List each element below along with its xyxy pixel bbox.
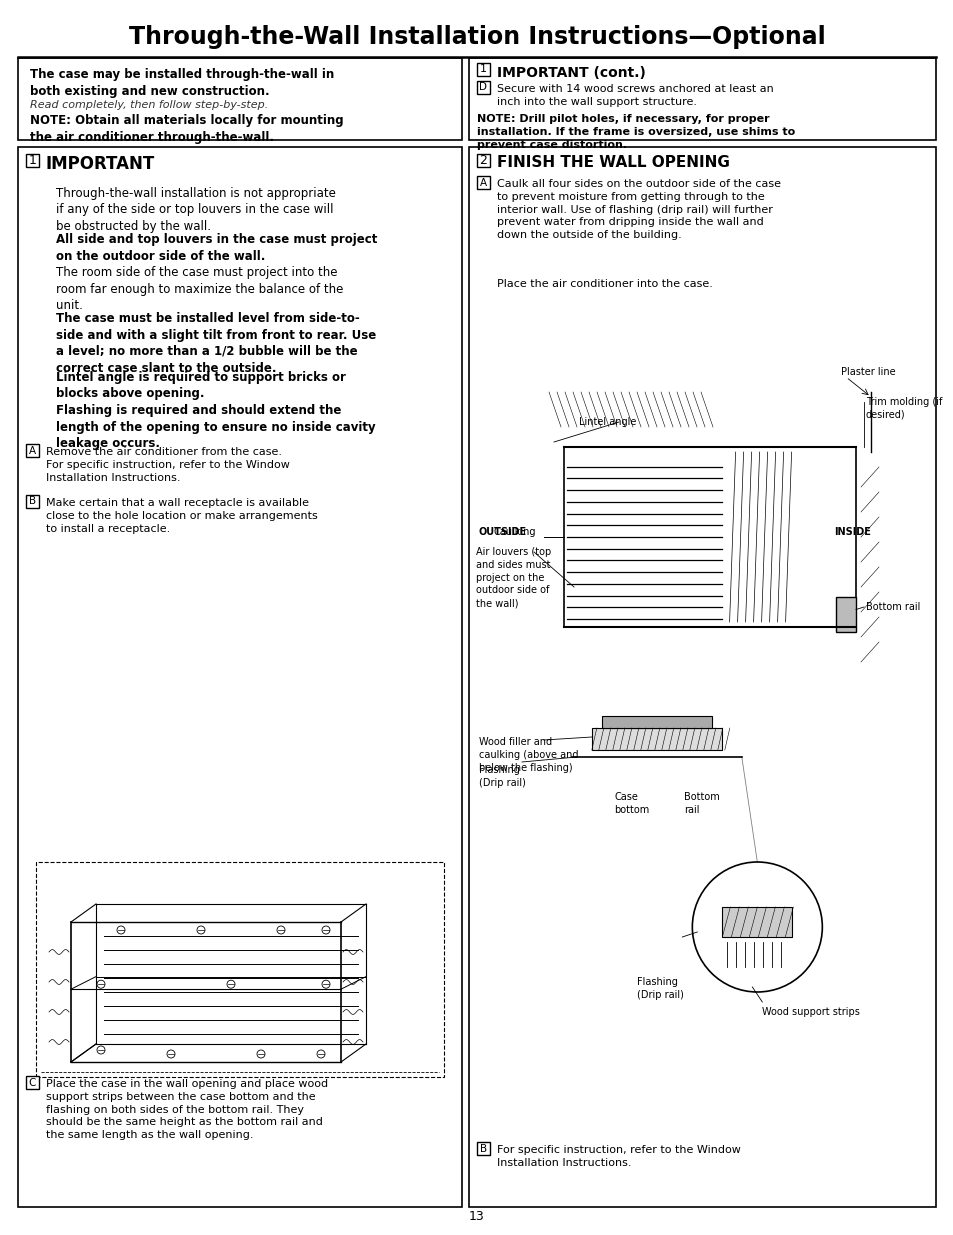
Text: Caulking: Caulking [494, 527, 536, 537]
Bar [26, 154, 39, 167]
Text: B: B [29, 496, 36, 506]
Bar [476, 82, 490, 94]
Text: All side and top louvers in the case must project
on the outdoor side of the wal: All side and top louvers in the case mus… [56, 233, 377, 263]
Text: IMPORTANT (cont.): IMPORTANT (cont.) [497, 65, 645, 80]
Text: C: C [29, 1077, 36, 1088]
Bar [721, 906, 792, 937]
Bar [476, 177, 490, 189]
Bar [18, 58, 461, 140]
Text: Lintel angle: Lintel angle [578, 417, 636, 427]
Bar [26, 495, 39, 508]
Text: IMPORTANT: IMPORTANT [46, 156, 155, 173]
Text: 1: 1 [479, 64, 486, 74]
Text: Air louvers (top
and sides must
project on the
outdoor side of
the wall): Air louvers (top and sides must project … [476, 547, 551, 608]
Text: D: D [479, 83, 487, 93]
Text: For specific instruction, refer to the Window
Installation Instructions.: For specific instruction, refer to the W… [497, 1145, 740, 1168]
Bar [835, 597, 855, 632]
Bar [26, 445, 39, 457]
Bar [476, 1142, 490, 1155]
Bar [469, 147, 935, 1207]
Text: 1: 1 [29, 154, 36, 167]
Text: Place the case in the wall opening and place wood
support strips between the cas: Place the case in the wall opening and p… [46, 1079, 328, 1140]
Text: NOTE: Drill pilot holes, if necessary, for proper
installation. If the frame is : NOTE: Drill pilot holes, if necessary, f… [476, 114, 795, 149]
Text: The room side of the case must project into the
room far enough to maximize the : The room side of the case must project i… [56, 266, 343, 312]
Text: Bottom rail: Bottom rail [865, 601, 920, 613]
Bar [563, 447, 855, 627]
Bar [36, 862, 443, 1077]
Text: 13: 13 [469, 1210, 484, 1224]
Text: The case may be installed through-the-wall in
both existing and new construction: The case may be installed through-the-wa… [30, 68, 334, 98]
Text: Bottom
rail: Bottom rail [683, 792, 719, 815]
Text: The case must be installed level from side-to-
side and with a slight tilt from : The case must be installed level from si… [56, 312, 375, 374]
Text: Remove the air conditioner from the case.
For specific instruction, refer to the: Remove the air conditioner from the case… [46, 447, 290, 483]
Text: FINISH THE WALL OPENING: FINISH THE WALL OPENING [497, 156, 729, 170]
Bar [476, 63, 490, 77]
Text: Secure with 14 wood screws anchored at least an
inch into the wall support struc: Secure with 14 wood screws anchored at l… [497, 84, 773, 106]
Text: Flashing is required and should extend the
length of the opening to ensure no in: Flashing is required and should extend t… [56, 404, 375, 450]
Text: NOTE: Obtain all materials locally for mounting
the air conditioner through-the-: NOTE: Obtain all materials locally for m… [30, 114, 343, 143]
Text: Trim molding (if
desired): Trim molding (if desired) [865, 396, 942, 420]
Bar [26, 1076, 39, 1089]
Text: Make certain that a wall receptacle is available
close to the hole location or m: Make certain that a wall receptacle is a… [46, 498, 317, 534]
Text: Through-the-wall installation is not appropriate
if any of the side or top louve: Through-the-wall installation is not app… [56, 186, 335, 233]
Text: Through-the-Wall Installation Instructions—Optional: Through-the-Wall Installation Instructio… [129, 25, 824, 49]
Text: 2: 2 [479, 154, 487, 167]
Text: Wood filler and
caulking (above and
below the flashing): Wood filler and caulking (above and belo… [478, 737, 578, 773]
Text: Plaster line: Plaster line [841, 367, 895, 377]
Bar [476, 154, 490, 167]
Bar [601, 716, 711, 727]
Text: Read completely, then follow step-by-step.: Read completely, then follow step-by-ste… [30, 100, 268, 110]
Text: A: A [479, 178, 487, 188]
Text: A: A [29, 446, 36, 456]
Bar [591, 727, 721, 750]
Text: Wood support strips: Wood support strips [761, 1007, 860, 1016]
Text: Lintel angle is required to support bricks or
blocks above opening.: Lintel angle is required to support bric… [56, 370, 346, 400]
Text: OUTSIDE: OUTSIDE [478, 527, 527, 537]
Text: Case
bottom: Case bottom [614, 792, 649, 815]
Bar [469, 58, 935, 140]
Text: Caulk all four sides on the outdoor side of the case
to prevent moisture from ge: Caulk all four sides on the outdoor side… [497, 179, 781, 240]
Text: Flashing
(Drip rail): Flashing (Drip rail) [478, 764, 525, 788]
Bar [18, 147, 461, 1207]
Text: Flashing
(Drip rail): Flashing (Drip rail) [637, 977, 683, 1000]
Text: INSIDE: INSIDE [833, 527, 870, 537]
Text: B: B [479, 1144, 487, 1153]
Text: Place the air conditioner into the case.: Place the air conditioner into the case. [497, 279, 712, 289]
